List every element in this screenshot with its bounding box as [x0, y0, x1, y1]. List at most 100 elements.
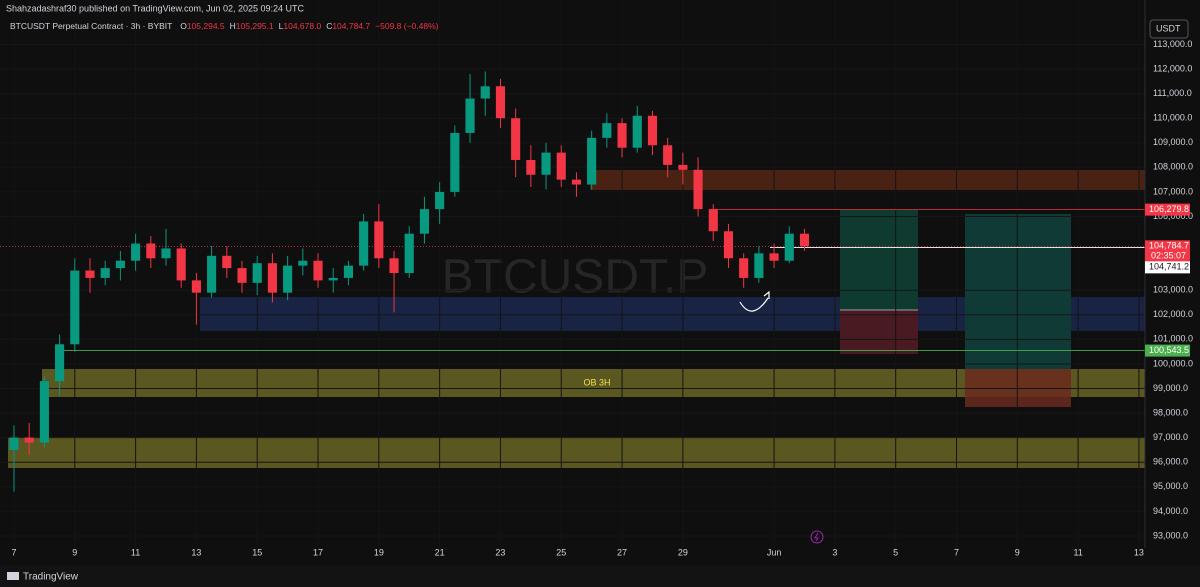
x-tick-label: 21: [435, 547, 445, 557]
long-target: [965, 214, 1071, 369]
y-tick-label: 113,000.0: [1153, 39, 1192, 49]
candle-body: [222, 255, 232, 269]
ohlc-value: 105,295.1: [236, 21, 274, 31]
icon-ring: [810, 530, 824, 544]
y-tick-label: 96,000.0: [1153, 457, 1188, 467]
x-tick-label: 27: [617, 547, 627, 557]
brand: TradingView: [23, 572, 79, 583]
candle-body: [647, 115, 658, 146]
candle-body: [541, 152, 551, 175]
candle-body: [298, 260, 308, 266]
price-label-box: [1145, 261, 1190, 274]
y-tick-label: 93,000.0: [1153, 530, 1188, 540]
ohlc-label: L: [279, 21, 284, 31]
x-tick-label: 11: [131, 547, 140, 557]
ohlc-value: 105,294.5: [187, 21, 225, 31]
candle-body: [70, 270, 80, 345]
footer-bar: [0, 565, 1200, 587]
y-tick-label: 109,000.0: [1153, 137, 1193, 147]
candle-body: [739, 258, 749, 278]
y-tick-label: 111,000.0: [1153, 88, 1192, 98]
x-tick-label: 9: [72, 547, 77, 557]
y-tick-label: 112,000.0: [1153, 63, 1192, 73]
candle-body: [55, 344, 65, 382]
candle-body: [328, 277, 338, 281]
price-label: 106,279.8: [1149, 204, 1189, 214]
candle-body: [359, 221, 369, 266]
candle-body: [708, 209, 718, 232]
x-tick-label: 11: [1073, 547, 1082, 557]
y-tick-label: 103,000.0: [1153, 285, 1193, 295]
x-tick-label: 17: [313, 547, 323, 557]
candle-body: [663, 145, 673, 165]
candle-body: [632, 115, 642, 148]
candle-body: [465, 98, 475, 133]
y-tick-label: 110,000.0: [1153, 113, 1192, 123]
candle-body: [799, 233, 810, 247]
price-label-box: [1145, 240, 1190, 263]
price-axis: [1145, 0, 1200, 565]
candle-body: [602, 123, 612, 138]
x-tick-label: 19: [374, 547, 384, 557]
currency-box: [1149, 19, 1189, 39]
candle-body: [556, 152, 566, 180]
y-tick-label: 101,000.0: [1153, 334, 1193, 344]
candle-body: [495, 86, 506, 119]
change: −509.8 (−0.48%): [375, 21, 438, 31]
ohlc-label: C: [326, 21, 332, 31]
candle-body: [39, 381, 49, 443]
lightning-icon: [810, 530, 824, 544]
candle-body: [85, 270, 95, 278]
candle-body: [389, 258, 399, 274]
candle-body: [571, 179, 582, 185]
candle-body: [678, 164, 688, 170]
ohlc-value: 104,784.7: [332, 21, 370, 31]
ohlc-value: 104,678.0: [283, 21, 321, 31]
y-tick-label: 94,000.0: [1153, 506, 1188, 516]
x-tick-label: 15: [252, 547, 262, 557]
x-tick-label: 29: [678, 547, 688, 557]
candle-body: [343, 265, 353, 278]
candle-body: [754, 253, 764, 278]
arrow: [739, 297, 769, 312]
x-tick-label: 5: [893, 547, 898, 557]
candle-body: [784, 233, 794, 261]
candle-body: [480, 86, 490, 99]
candle-body: [146, 243, 156, 259]
countdown: 02:35:07: [1151, 251, 1186, 261]
price-label-box: [1145, 203, 1190, 216]
x-tick-label: 7: [11, 547, 16, 557]
candle-body: [267, 263, 277, 293]
price-label: 104,741.2: [1149, 262, 1189, 272]
y-tick-label: 97,000.0: [1153, 432, 1188, 442]
plot: [0, 71, 1145, 492]
candle-body: [435, 191, 445, 210]
candle-body: [769, 253, 779, 261]
symbol-header: BTCUSDT Perpetual Contract · 3h · BYBIT O…: [10, 21, 439, 31]
candle-body: [419, 209, 429, 234]
candle-body: [526, 159, 536, 175]
axis: 93,000.0 94,000.0 95,000.0 96,000.0 97,000.0…: [11, 39, 1193, 558]
y-tick-label: 106,000.0: [1153, 211, 1193, 221]
candle-body: [693, 169, 703, 210]
publisher: Shahzadashraf30 published on TradingView…: [6, 3, 305, 13]
y-tick-label: 107,000.0: [1153, 186, 1193, 196]
x-tick-label: 9: [1015, 547, 1020, 557]
candle-body: [207, 255, 217, 293]
candle-body: [313, 260, 323, 281]
x-tick-label: Jun: [767, 547, 782, 557]
candle-body: [9, 437, 19, 450]
y-tick-label: 99,000.0: [1153, 383, 1188, 393]
currency: USDT: [1156, 23, 1181, 33]
candle-body: [587, 137, 597, 185]
arrow-head: [763, 290, 770, 299]
long-stop: [965, 369, 1071, 407]
y-tick-label: 102,000.0: [1153, 309, 1193, 319]
candle-body: [374, 221, 384, 259]
x-tick-label: 13: [1134, 547, 1144, 557]
long-target: [840, 210, 918, 310]
x-tick-label: 23: [495, 547, 505, 557]
ohlc-label: O: [180, 21, 187, 31]
watermark: BTCUSDT.P: [442, 251, 709, 304]
tv-logo: [7, 572, 19, 580]
